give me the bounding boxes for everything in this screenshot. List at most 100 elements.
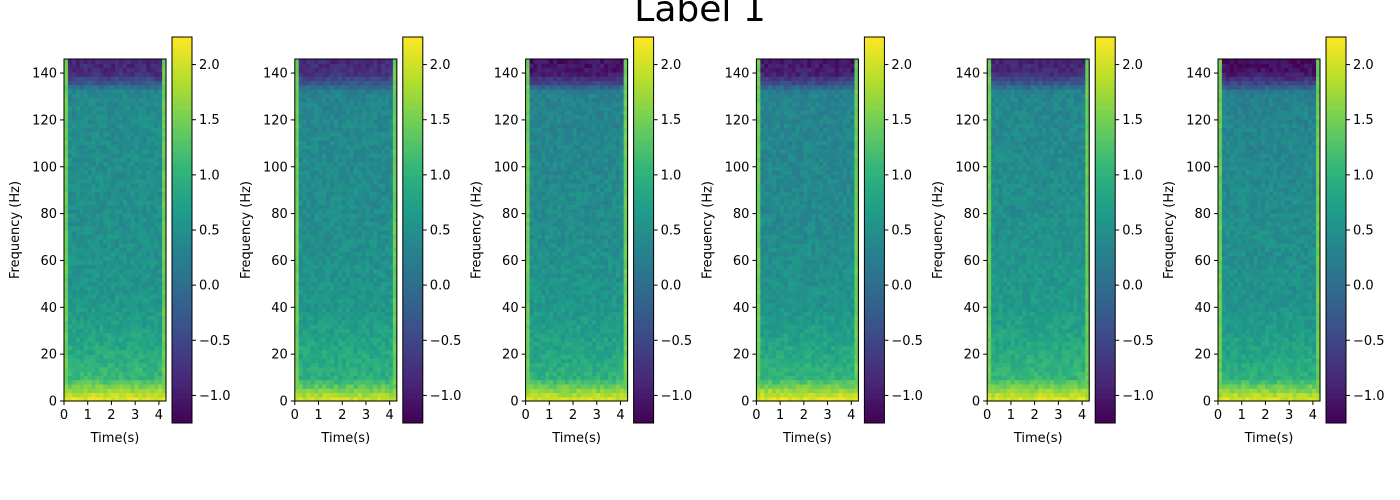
heatmap-cell xyxy=(353,341,359,347)
heatmap-cell xyxy=(154,80,159,86)
heatmap-cell xyxy=(150,88,155,94)
heatmap-cell xyxy=(334,84,339,90)
heatmap-cell xyxy=(87,298,93,304)
heatmap-cell xyxy=(142,371,147,376)
heatmap-cell xyxy=(99,332,104,338)
heatmap-cell xyxy=(298,106,304,111)
heatmap-cell xyxy=(334,127,339,133)
heatmap-cell xyxy=(377,230,382,235)
colorbar-segment xyxy=(172,223,192,231)
heatmap-cell xyxy=(64,127,69,133)
heatmap-cell xyxy=(607,392,613,398)
heatmap-cell xyxy=(385,118,390,124)
heatmap-cell xyxy=(302,306,308,312)
heatmap-cell xyxy=(103,123,108,129)
heatmap-cell xyxy=(564,388,570,394)
heatmap-cell xyxy=(353,114,359,120)
heatmap-cell xyxy=(564,311,570,317)
heatmap-cell xyxy=(318,281,323,287)
heatmap-cell xyxy=(158,84,163,90)
heatmap-cell xyxy=(337,187,343,193)
heatmap-cell xyxy=(318,264,323,270)
heatmap-cell xyxy=(75,208,81,214)
heatmap-cell xyxy=(107,80,112,86)
heatmap-cell xyxy=(306,396,312,402)
colorbar-segment xyxy=(172,199,192,207)
heatmap-cell xyxy=(353,255,359,261)
heatmap-cell xyxy=(146,332,151,338)
heatmap-cell xyxy=(71,298,77,304)
heatmap-cell xyxy=(134,200,140,205)
heatmap-cell xyxy=(392,366,398,372)
heatmap-cell xyxy=(142,272,147,278)
heatmap-cell xyxy=(306,88,312,94)
heatmap-cell xyxy=(150,383,155,389)
heatmap-cell xyxy=(71,302,77,308)
heatmap-cell xyxy=(83,251,89,257)
colorbar-segment xyxy=(172,278,192,285)
heatmap-cell xyxy=(115,315,120,321)
heatmap-cell xyxy=(568,388,574,394)
heatmap-cell xyxy=(83,294,89,300)
heatmap-cell xyxy=(545,358,550,364)
heatmap-cell xyxy=(607,383,613,389)
heatmap-cell xyxy=(107,238,112,244)
heatmap-cell xyxy=(294,217,300,223)
heatmap-cell xyxy=(130,182,136,188)
heatmap-cell xyxy=(357,67,363,73)
heatmap-cell xyxy=(392,353,398,359)
heatmap-cell xyxy=(604,345,609,351)
heatmap-cell xyxy=(95,362,100,368)
heatmap-cell xyxy=(298,118,304,124)
heatmap-cell xyxy=(91,298,96,304)
heatmap-cell xyxy=(545,336,550,342)
heatmap-cell xyxy=(537,315,542,321)
heatmap-cell xyxy=(314,251,319,257)
heatmap-cell xyxy=(334,264,339,270)
heatmap-cell xyxy=(318,238,323,244)
heatmap-cell xyxy=(138,80,144,86)
heatmap-cell xyxy=(91,140,96,146)
heatmap-cell xyxy=(310,277,316,282)
heatmap-cell xyxy=(115,349,120,355)
heatmap-cell xyxy=(310,358,316,364)
heatmap-cell xyxy=(600,375,605,381)
heatmap-cell xyxy=(611,328,617,334)
heatmap-cell xyxy=(99,277,104,282)
heatmap-cell xyxy=(334,319,339,325)
heatmap-cell xyxy=(385,366,390,372)
heatmap-cell xyxy=(126,106,132,111)
heatmap-cell xyxy=(381,97,386,103)
heatmap-cell xyxy=(95,195,100,201)
heatmap-cell xyxy=(67,195,73,201)
heatmap-cell xyxy=(298,392,304,398)
heatmap-cell xyxy=(91,238,96,244)
heatmap-cell xyxy=(373,182,378,188)
heatmap-cell xyxy=(83,182,89,188)
heatmap-cell xyxy=(162,131,167,137)
heatmap-cell xyxy=(134,242,140,248)
heatmap-cell xyxy=(122,247,128,252)
heatmap-cell xyxy=(122,165,128,171)
heatmap-cell xyxy=(365,123,370,129)
heatmap-cell xyxy=(158,319,163,325)
heatmap-cell xyxy=(388,234,394,240)
heatmap-cell xyxy=(83,345,89,351)
heatmap-cell xyxy=(537,362,542,368)
heatmap-cell xyxy=(549,306,554,312)
heatmap-cell xyxy=(553,315,558,321)
heatmap-cell xyxy=(310,268,316,274)
heatmap-cell xyxy=(337,247,343,252)
heatmap-cell xyxy=(564,379,570,385)
heatmap-cell xyxy=(75,161,81,167)
heatmap-cell xyxy=(330,225,335,231)
axes-frame xyxy=(294,58,398,402)
colorbar-segment xyxy=(172,266,192,273)
heatmap-cell xyxy=(130,379,136,385)
heatmap-cell xyxy=(564,349,570,355)
colorbar-tick-label: −0.5 xyxy=(430,334,462,349)
heatmap-cell xyxy=(67,251,73,257)
heatmap-cell xyxy=(158,161,163,167)
heatmap-cell xyxy=(365,251,370,257)
heatmap-cell xyxy=(341,191,347,197)
